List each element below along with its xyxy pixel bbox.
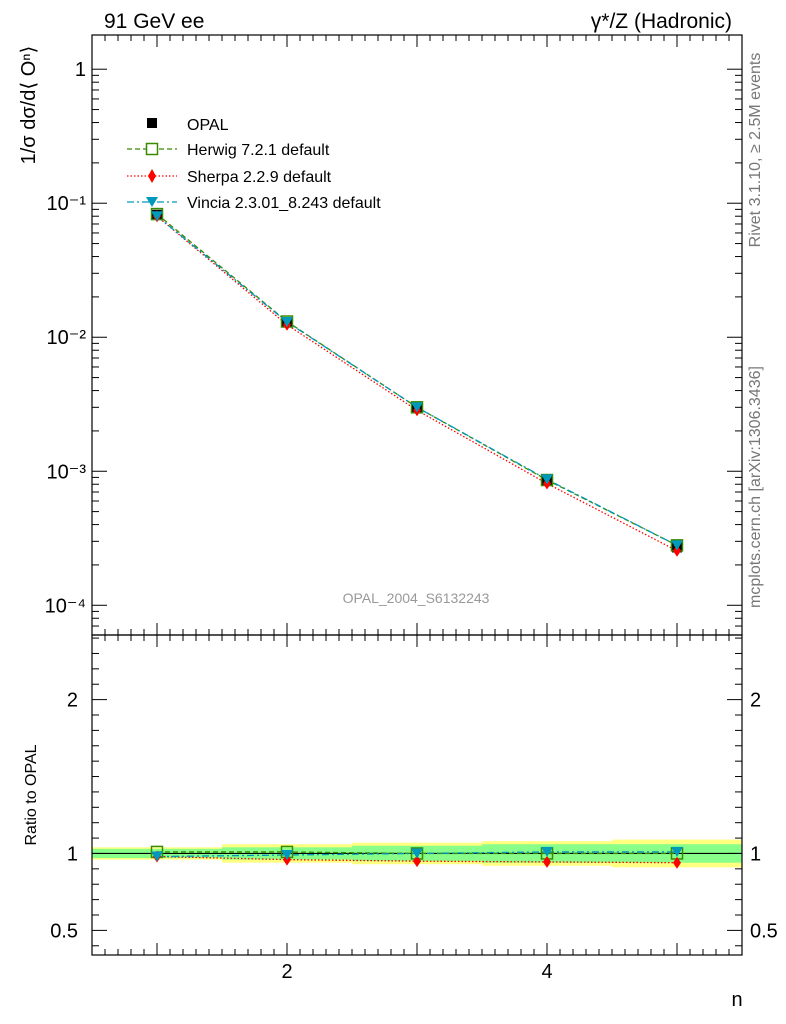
x-tick-label: 4 <box>541 961 552 983</box>
main-point-vincia <box>541 474 553 485</box>
ratio-y-tick-label-left: 2 <box>67 690 78 712</box>
main-series-line-vincia <box>156 215 678 546</box>
legend-entry-sherpa: Sherpa 2.2.9 default <box>127 169 332 186</box>
analysis-watermark: OPAL_2004_S6132243 <box>343 590 490 606</box>
main-series-line-herwig <box>156 213 678 546</box>
ratio-y-tick-label-right: 2 <box>750 690 761 712</box>
legend-label-opal: OPAL <box>187 117 229 134</box>
ratio-plot-frame <box>91 634 743 956</box>
ratio-y-axis-label: Ratio to OPAL <box>23 744 40 845</box>
main-y-axis-label: 1/σ dσ/d⟨ Oⁿ⟩ <box>18 46 40 165</box>
main-point-sherpa <box>673 544 681 557</box>
ratio-y-tick-label-right: 0.5 <box>750 920 778 942</box>
rivet-version-text: Rivet 3.1.10, ≥ 2.5M events <box>747 53 764 248</box>
x-axis-label: n <box>731 989 742 1011</box>
main-series-line-sherpa <box>156 215 678 552</box>
ratio-point-vincia <box>281 850 293 860</box>
header-left-title: 91 GeV ee <box>104 10 204 33</box>
legend: OPAL Herwig 7.2.1 default Sherpa 2.2.9 d… <box>127 117 381 212</box>
header-right-title: γ*/Z (Hadronic) <box>591 10 732 33</box>
legend-marker-opal <box>147 118 157 128</box>
main-point-vincia <box>151 211 163 222</box>
legend-entry-opal: OPAL <box>147 117 229 134</box>
main-y-tick-label: 10⁻⁴ <box>45 595 86 617</box>
x-tick-label: 2 <box>281 961 292 983</box>
main-y-tick-label: 10⁻² <box>47 327 87 349</box>
ratio-y-tick-label-right: 1 <box>750 843 761 865</box>
main-y-tick-label: 10⁻¹ <box>47 193 87 215</box>
legend-marker-herwig <box>145 142 159 156</box>
main-y-tick-label: 10⁻³ <box>47 461 87 483</box>
legend-entry-vincia: Vincia 2.3.01_8.243 default <box>127 195 381 212</box>
main-point-vincia <box>411 402 423 413</box>
source-text: mcplots.cern.ch [arXiv:1306.3436] <box>747 366 764 608</box>
ratio-point-vincia <box>151 851 163 862</box>
legend-label-vincia: Vincia 2.3.01_8.243 default <box>187 195 381 212</box>
legend-label-sherpa: Sherpa 2.2.9 default <box>187 169 332 186</box>
legend-label-herwig: Herwig 7.2.1 default <box>187 142 330 159</box>
ratio-point-vincia <box>411 848 423 859</box>
legend-marker-vincia <box>146 197 158 207</box>
main-y-tick-label: 1 <box>75 59 86 81</box>
ratio-point-vincia <box>671 846 683 857</box>
ratio-point-sherpa <box>413 855 421 868</box>
ratio-point-sherpa <box>543 855 551 868</box>
legend-entry-herwig: Herwig 7.2.1 default <box>127 142 330 159</box>
main-point-vincia <box>281 316 293 327</box>
ratio-point-sherpa <box>673 856 681 869</box>
main-point-vincia <box>671 540 683 551</box>
legend-marker-sherpa <box>148 169 156 183</box>
ratio-y-tick-label-left: 0.5 <box>50 920 78 942</box>
ratio-point-vincia <box>541 846 553 857</box>
ratio-y-tick-label-left: 1 <box>67 843 78 865</box>
